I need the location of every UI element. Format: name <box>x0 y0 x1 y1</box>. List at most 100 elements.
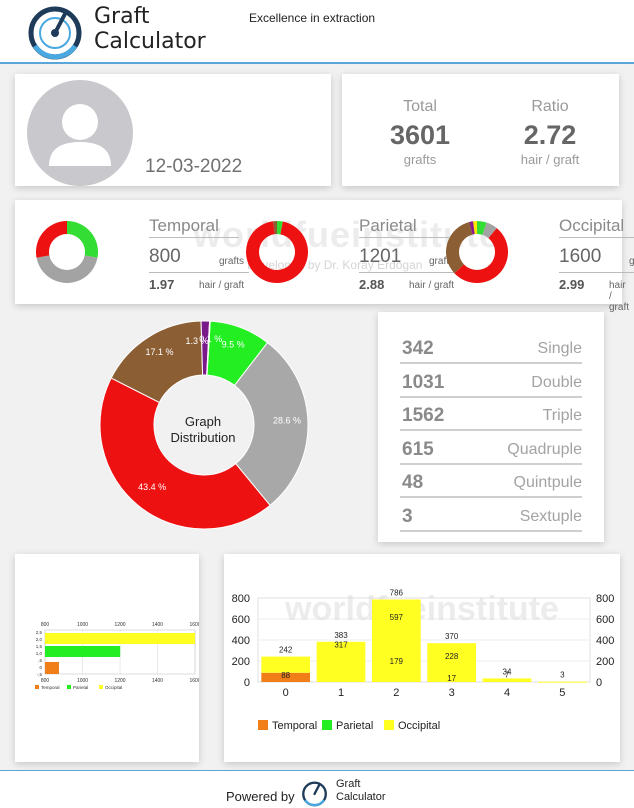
region-donut-segment <box>454 228 508 283</box>
ratio-label: Ratio <box>531 98 569 115</box>
region-donut-segment <box>277 221 308 283</box>
hbar-bar <box>45 633 195 644</box>
donut-slice <box>99 377 271 530</box>
hbar-top-tick: 1200 <box>114 622 125 628</box>
powered-by-text: Powered by <box>226 789 295 804</box>
region-ratio-unit: hair / graft <box>609 280 630 313</box>
hair-distribution-card: 342 Single 1031 Double 1562 Triple 615 Quadrupl… <box>378 312 604 542</box>
vbar-y-tick-right: 400 <box>596 635 614 647</box>
region-donut-segment <box>446 221 473 274</box>
user-silhouette-icon <box>49 104 111 166</box>
distribution-count: 615 <box>402 438 434 460</box>
ratio-unit: hair / graft <box>520 152 580 167</box>
donut-slice-label: 1.3 % <box>186 336 209 346</box>
hbar-bottom-tick: 1400 <box>152 678 163 684</box>
vbar-x-tick: 5 <box>559 687 565 699</box>
vbar-top-label: 383 <box>334 631 348 640</box>
hbar-y-tick: 2,5 <box>36 630 43 635</box>
vbar-y-tick-right: 0 <box>596 677 602 689</box>
vbar-inner-label: 597 <box>390 613 404 622</box>
vbar-top-label: 3 <box>560 671 565 680</box>
vertical-bar-card: worldfueinstitute 0 0 200 200 400 400 600 600 800… <box>224 554 620 762</box>
hbar-y-tick: 0 <box>39 665 42 670</box>
region-donut-occipital <box>446 221 508 283</box>
region-grafts-value: 1600 <box>559 246 602 267</box>
vbar-bar-segment <box>371 599 421 682</box>
distribution-count: 1562 <box>402 405 445 426</box>
region-name: Occipital <box>559 216 625 235</box>
horizontal-bar-chart: 800 800 1000 1000 1200 1200 1400 1400 1600 1600 2,… <box>35 622 199 690</box>
vbar-top-label: 786 <box>390 588 404 597</box>
graft-calculator-logo-icon <box>28 6 82 60</box>
hbar-legend-swatch <box>35 685 39 689</box>
footer-logo-line1: Graft <box>336 778 361 790</box>
region-divider <box>559 237 634 238</box>
hbar-bottom-tick: 1000 <box>77 678 88 684</box>
region-ratio-value: 2.88 <box>359 277 385 292</box>
region-donut-segment <box>246 221 277 283</box>
region-divider <box>359 272 459 273</box>
vbar-inner-label: 88 <box>281 671 290 680</box>
hbar-y-tick: 1,5 <box>36 644 43 649</box>
vbar-bar-segment <box>316 641 366 682</box>
tagline: Excellence in extraction <box>249 11 376 25</box>
vbar-legend-label: Occipital <box>398 720 440 732</box>
region-donut-segment <box>469 221 475 235</box>
region-ratio-unit: hair / graft <box>409 280 455 291</box>
donut-slice <box>233 341 309 507</box>
hbar-top-tick: 1600 <box>189 622 199 628</box>
region-donut-temporal <box>36 221 98 283</box>
chart-watermark: worldfueinstitute <box>284 590 559 628</box>
region-divider <box>149 272 249 273</box>
hbar-bottom-tick: 800 <box>41 678 50 684</box>
vbar-legend-label: Temporal <box>272 720 317 732</box>
hbar-legend-swatch <box>99 685 103 689</box>
region-donut-segment <box>473 221 477 235</box>
region-ratio-value: 1.97 <box>149 277 175 292</box>
donut-slice-label: 0.1 % <box>199 334 222 344</box>
app-name-line1: Graft <box>94 4 150 29</box>
region-donut-parietal <box>246 221 308 283</box>
hbar-top-tick: 1000 <box>77 622 88 628</box>
vbar-y-tick-left: 600 <box>232 614 250 626</box>
region-ratio-value: 2.99 <box>559 277 585 292</box>
vbar-inner-label: 7 <box>505 670 510 679</box>
donut-slice-label: 9.5 % <box>222 339 245 349</box>
stacked-bar-chart: worldfueinstitute 0 0 200 200 400 400 600 600 800… <box>232 588 615 732</box>
graph-distribution-donut: 9.5 % 28.6 % 43.4 % 17.1 % 1.3 %0.1 % <box>99 320 309 530</box>
ratio-value: 2.72 <box>523 120 577 150</box>
vbar-x-tick: 2 <box>393 687 399 699</box>
distribution-row: 3 Sextuple <box>400 502 582 532</box>
avatar[interactable] <box>27 80 133 186</box>
region-grafts-unit: grafts <box>429 256 455 267</box>
region-donut-segment <box>477 221 487 235</box>
distribution-type: Triple <box>542 407 582 424</box>
distribution-count: 1031 <box>402 371 445 393</box>
region-donut-segment <box>67 221 98 258</box>
donut-slice-label: 28.6 % <box>273 416 301 426</box>
vbar-top-label: 370 <box>445 632 459 641</box>
region-name: Parietal <box>359 216 417 235</box>
hbar-legend-label: Temporal <box>41 685 60 690</box>
hbar-top-tick: 1400 <box>152 622 163 628</box>
distribution-type: Sextuple <box>519 507 582 525</box>
total-label: Total <box>403 98 437 115</box>
vbar-y-tick-left: 0 <box>244 677 250 689</box>
vbar-bar-segment <box>261 656 311 673</box>
vbar-bar-segment <box>482 678 532 682</box>
vbar-y-tick-left: 800 <box>232 593 250 605</box>
hbar-bottom-tick: 1600 <box>189 678 199 684</box>
app-header: Graft Calculator Excellence in extractio… <box>0 0 634 64</box>
vbar-x-tick: 1 <box>338 687 344 699</box>
hbar-bottom-tick: 1200 <box>114 678 125 684</box>
app-name-line2: Calculator <box>94 29 206 54</box>
region-name: Temporal <box>149 216 219 235</box>
vbar-y-tick-left: 200 <box>232 656 250 668</box>
vbar-x-tick: 0 <box>283 687 289 699</box>
region-grafts-unit: grafts <box>629 256 634 267</box>
vbar-inner-label: 228 <box>445 652 459 661</box>
hbar-y-tick: ,5 <box>38 658 42 663</box>
hbar-top-tick: 800 <box>41 622 50 628</box>
region-divider <box>149 237 239 238</box>
hbar-bar <box>45 646 121 657</box>
